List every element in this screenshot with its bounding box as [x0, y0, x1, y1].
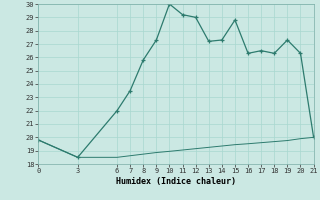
X-axis label: Humidex (Indice chaleur): Humidex (Indice chaleur): [116, 177, 236, 186]
